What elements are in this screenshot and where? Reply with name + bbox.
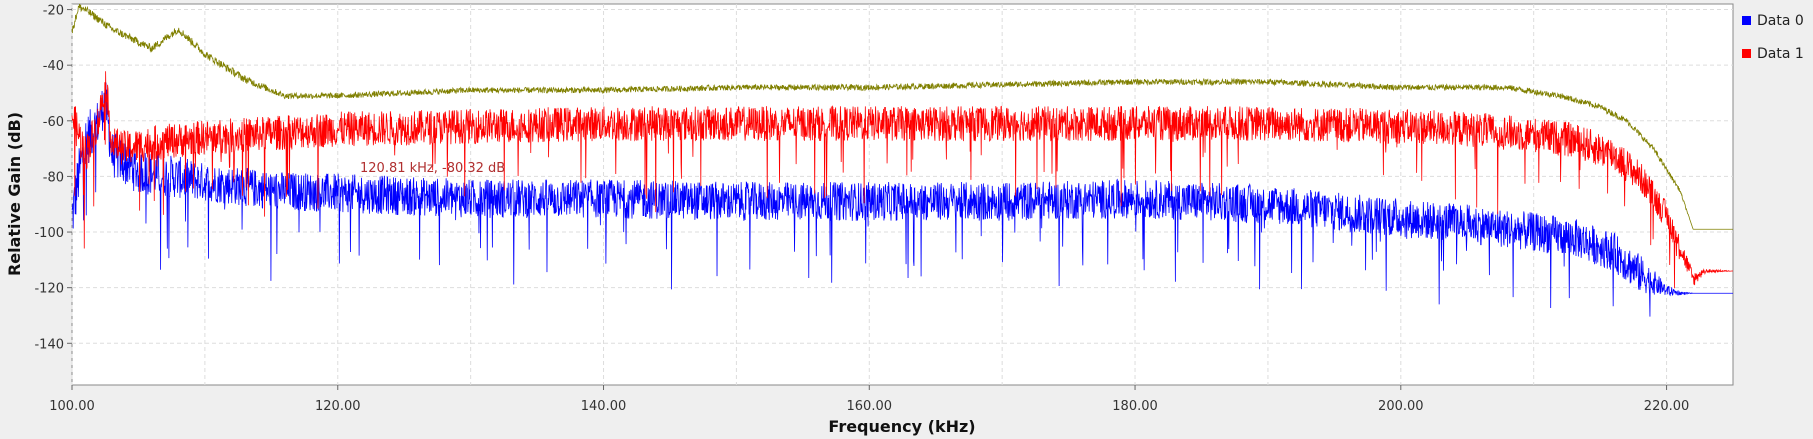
y-tick-label: -140 (34, 337, 64, 352)
x-axis-title: Frequency (kHz) (828, 417, 975, 436)
series-layer (71, 3, 1734, 317)
x-tick-label: 200.00 (1378, 399, 1424, 414)
x-tick-label: 180.00 (1112, 399, 1158, 414)
x-tick-label: 140.00 (581, 399, 627, 414)
x-tick-label: 160.00 (847, 399, 893, 414)
x-tick-labels: 100.00 120.00 140.00 160.00 180.00 200.00 220.… (49, 385, 1689, 414)
series-line-2 (71, 3, 1733, 230)
legend: Data 0 Data 1 (1742, 4, 1812, 70)
legend-item-data-0[interactable]: Data 0 (1742, 4, 1812, 37)
y-tick-label: -40 (43, 59, 64, 74)
legend-swatch-data-1 (1742, 49, 1751, 58)
legend-label-data-1: Data 1 (1757, 45, 1804, 62)
y-tick-labels: -20 -40 -60 -80 -100 -120 -140 (34, 4, 72, 352)
y-tick-label: -80 (43, 170, 64, 185)
legend-item-data-1[interactable]: Data 1 (1742, 37, 1812, 70)
series-line-0 (71, 82, 1733, 317)
x-tick-label: 100.00 (49, 399, 95, 414)
x-tick-label: 220.00 (1644, 399, 1690, 414)
series-line-1 (71, 71, 1734, 289)
y-axis-title: Relative Gain (dB) (5, 112, 24, 276)
x-tick-label: 120.00 (315, 399, 361, 414)
y-tick-label: -100 (34, 226, 64, 241)
y-tick-label: -60 (43, 115, 64, 130)
legend-swatch-data-0 (1742, 16, 1751, 25)
y-tick-label: -120 (34, 282, 64, 297)
y-tick-label: -20 (43, 4, 64, 19)
annotation-label: 120.81 kHz, -80.32 dB (360, 161, 505, 176)
legend-label-data-0: Data 0 (1757, 12, 1804, 29)
